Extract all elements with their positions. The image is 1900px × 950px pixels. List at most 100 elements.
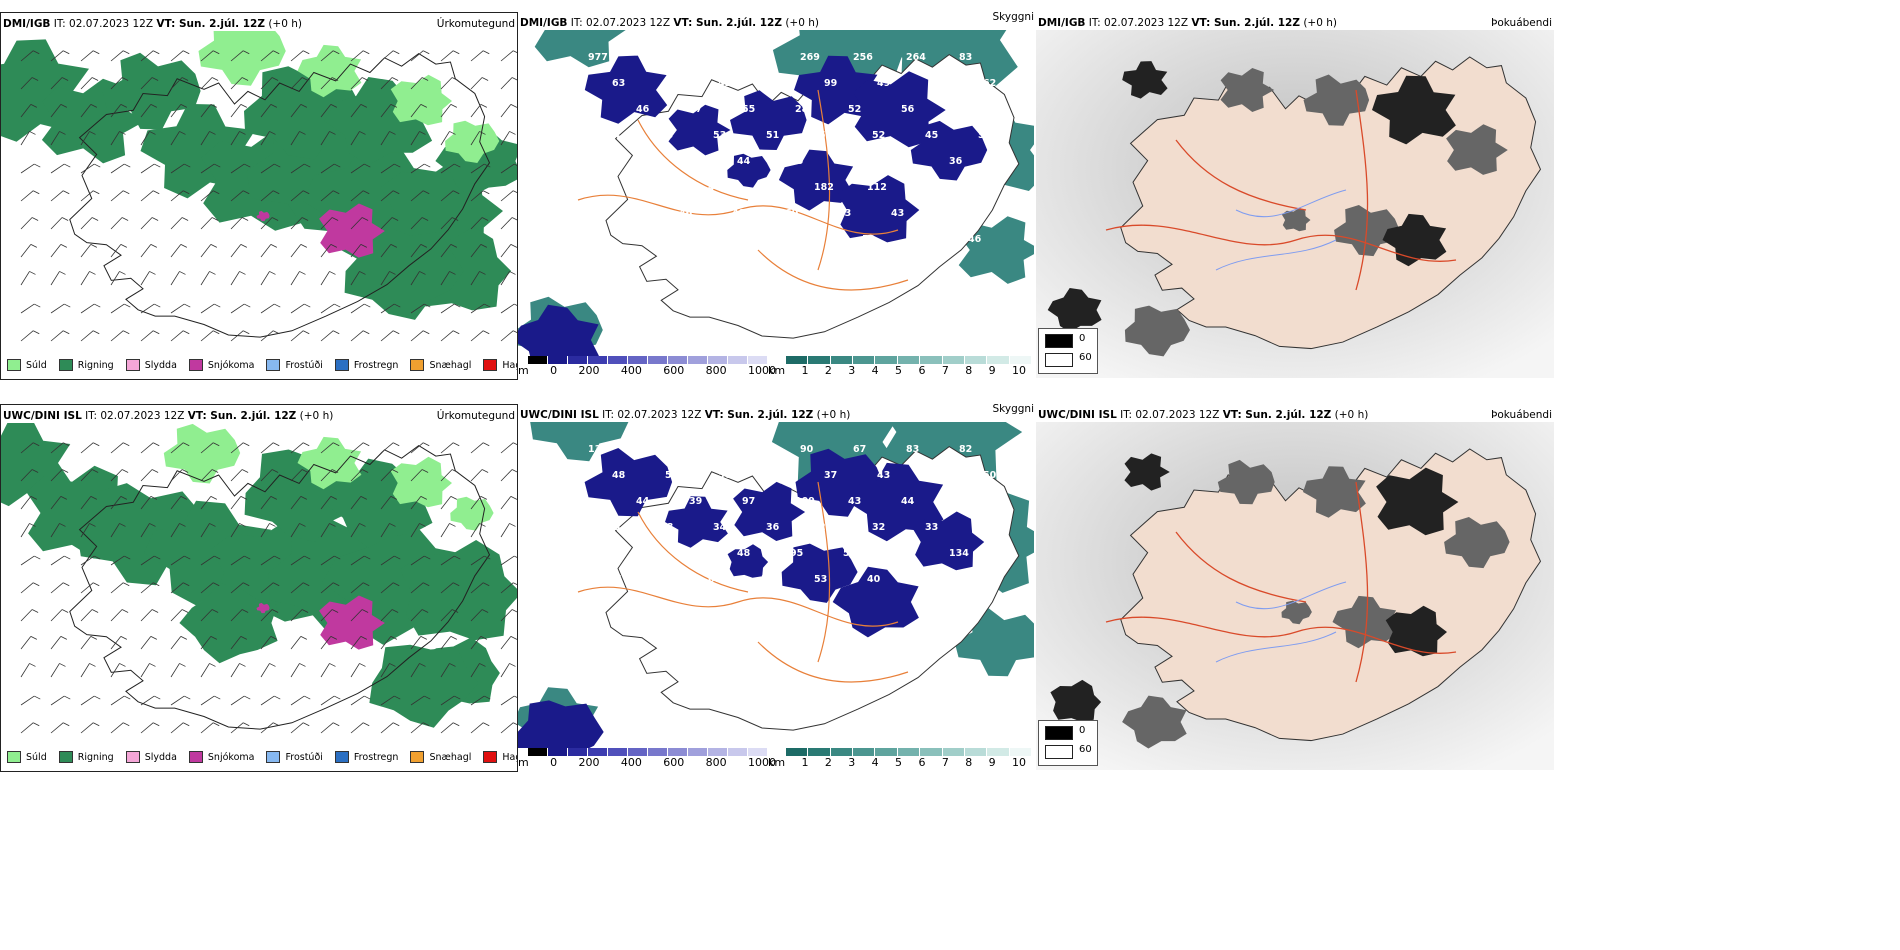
wind-barb-feather	[423, 330, 430, 335]
legend-swatch	[266, 359, 281, 371]
wind-barb-feather	[421, 77, 429, 81]
colorbar-tick: 5	[895, 364, 903, 377]
wind-barb-feather	[453, 190, 460, 195]
wind-barb-feather	[150, 636, 158, 640]
wind-barb	[80, 663, 90, 678]
wind-barb	[380, 609, 393, 622]
wind-barb-feather	[273, 582, 280, 587]
wind-barb-feather	[391, 217, 399, 221]
wind-barb-feather	[243, 582, 250, 587]
cloud-value-label: 269	[800, 52, 820, 63]
wind-barb-feather	[120, 244, 128, 248]
wind-barb-feather	[333, 190, 340, 195]
wind-barb	[80, 722, 94, 734]
wind-barb-feather	[271, 609, 279, 613]
wind-barb-feather	[239, 663, 246, 667]
wind-barb-feather	[359, 663, 366, 667]
rain-area	[399, 540, 517, 641]
wind-barb-feather	[483, 50, 490, 55]
colorbar-segment	[1009, 748, 1032, 756]
wind-barb-feather	[393, 582, 400, 587]
fog-legend-black-label: 0	[1079, 333, 1086, 344]
cloud-value-label: 55	[896, 156, 909, 167]
wind-barb-feather	[511, 609, 517, 613]
colorbar-tick: 600	[663, 364, 685, 377]
legend-swatch	[483, 751, 498, 763]
wind-barb-feather	[331, 469, 339, 473]
cloud-value-label: 264	[906, 52, 926, 63]
wind-barb	[440, 77, 453, 90]
panel-header: DMI/IGB IT: 02.07.2023 12Z VT: Sun. 2.jú…	[3, 18, 302, 30]
wind-barb	[320, 303, 335, 314]
colorbar-tick: 200	[578, 364, 600, 377]
wind-barb-feather	[183, 722, 190, 727]
wind-barb	[170, 469, 183, 482]
wind-barb	[350, 555, 365, 566]
wind-barb	[410, 217, 423, 230]
wind-barb-feather	[363, 582, 370, 587]
wind-barb	[260, 496, 272, 510]
cloud-base-area	[665, 496, 728, 548]
wind-barb	[140, 131, 150, 146]
panel-title: Úrkomutegund	[436, 18, 515, 30]
wind-barb-feather	[244, 695, 251, 700]
legend-item: Snjókoma	[188, 359, 254, 371]
colorbar-tick: 7	[941, 756, 949, 769]
wind-barb	[290, 271, 300, 286]
wind-barb-feather	[454, 695, 461, 700]
cloud-value-label: 135	[588, 444, 608, 455]
colorbar-segment	[628, 748, 648, 756]
colorbar-tick: 6	[918, 756, 926, 769]
wind-barb-feather	[34, 163, 41, 168]
cloud-base-colorbar-labels: m 0 200 400 600 800 1000	[518, 756, 776, 769]
wind-barb	[350, 663, 360, 678]
wind-barb	[290, 163, 305, 174]
panel-title: Þokuábendi	[1491, 409, 1552, 421]
wind-barb	[170, 582, 184, 594]
wind-barb-feather	[453, 722, 460, 727]
fog-area	[1281, 600, 1312, 625]
wind-barb-feather	[333, 582, 340, 587]
wind-barb-feather	[124, 303, 131, 308]
colorbar-tick: 8	[965, 756, 973, 769]
wind-barb	[50, 722, 64, 734]
wind-barb	[20, 636, 32, 650]
wind-barb	[140, 496, 152, 510]
cloud-value-label: 112	[867, 182, 887, 193]
cloud-value-label: 56	[718, 470, 732, 481]
colorbar-segment	[668, 356, 688, 364]
wind-barb-feather	[59, 271, 66, 275]
wind-barb-feather	[154, 555, 161, 560]
wind-barb-feather	[123, 50, 130, 55]
snow-area	[256, 602, 270, 614]
wind-barb	[380, 190, 394, 202]
colorbar-tick: 3	[848, 364, 856, 377]
wind-barb-feather	[269, 271, 276, 275]
wind-barb-feather	[364, 303, 371, 308]
wind-barb	[170, 609, 183, 622]
rain-area	[179, 582, 278, 664]
wind-barb	[230, 330, 244, 342]
wind-barb-feather	[514, 555, 517, 558]
wind-barb-feather	[479, 131, 486, 135]
wind-barb	[470, 77, 483, 90]
legend-item: Slydda	[125, 359, 177, 371]
wind-barb	[320, 271, 330, 286]
cloud-base-area	[912, 511, 985, 571]
wind-barb	[50, 523, 60, 538]
wind-barb-feather	[213, 50, 220, 55]
wind-barb	[260, 582, 274, 594]
wind-barb-feather	[209, 271, 216, 275]
wind-barb-feather	[120, 636, 128, 640]
colorbar-segment	[588, 748, 608, 756]
wind-barb-feather	[179, 271, 186, 275]
legend-label: Haglél	[502, 751, 517, 763]
wind-barb	[170, 555, 185, 566]
wind-barb-feather	[331, 77, 339, 81]
colorbar-tick: 1000	[747, 364, 776, 377]
wind-barb	[350, 77, 363, 90]
legend-label: Slydda	[144, 359, 177, 371]
cloud-value-label: 48	[612, 470, 626, 481]
wind-barb	[80, 469, 93, 482]
wind-barb-feather	[63, 190, 70, 195]
